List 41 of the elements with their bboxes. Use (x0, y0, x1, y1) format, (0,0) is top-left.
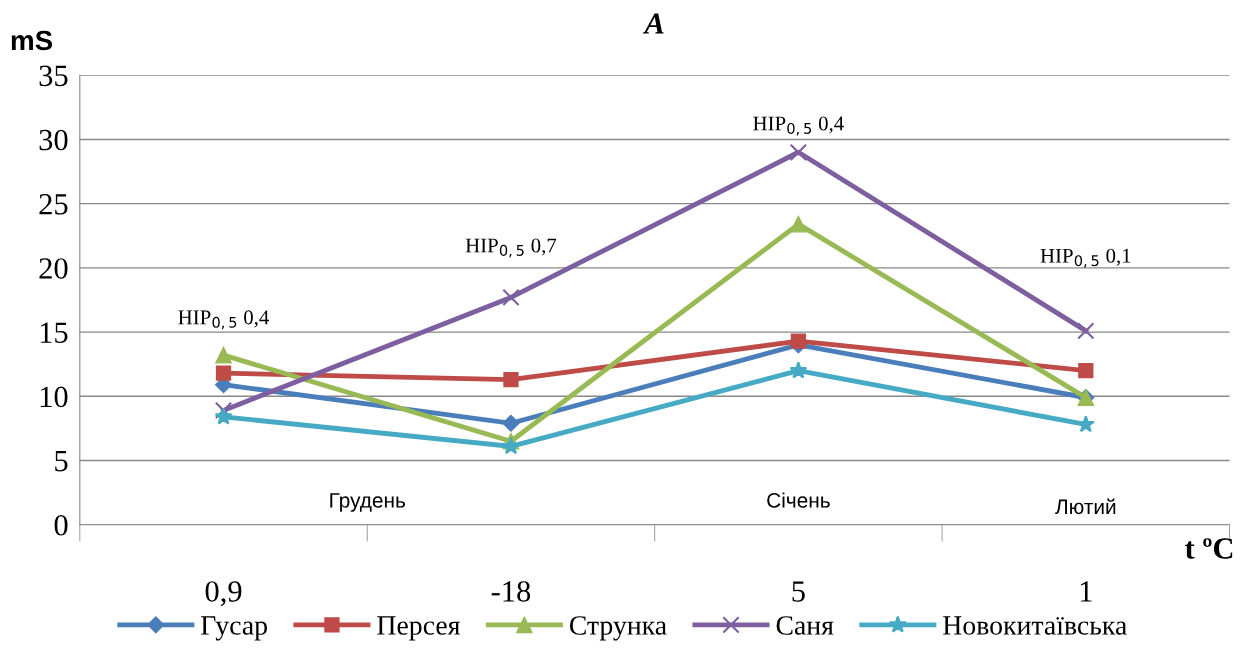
legend-label: Гусар (201, 616, 267, 641)
point (789, 361, 808, 379)
point (1078, 362, 1094, 379)
point (502, 288, 520, 307)
point (215, 346, 232, 364)
point (790, 215, 807, 233)
legend-label: Персея (377, 616, 460, 641)
legend-label: Струнка (569, 616, 667, 641)
annotation: Грудень (330, 493, 406, 512)
annotation: НІР$_{0,5}$ 0,4 (753, 116, 844, 136)
x-tick-label: 0,9 (205, 581, 242, 607)
y-tick-label: 25 (39, 194, 68, 215)
x-tick-label: 5 (792, 581, 805, 602)
point (789, 143, 808, 161)
point (501, 436, 520, 455)
point (790, 333, 807, 349)
y-tick-label: 30 (39, 129, 68, 151)
x-tick-label: 1 (1080, 581, 1092, 602)
y-tick-label: 0 (54, 514, 68, 536)
point (215, 365, 232, 381)
y-tick-label: 10 (40, 386, 68, 408)
point (214, 407, 233, 425)
point (214, 401, 233, 420)
annotation: Лютий (1055, 498, 1116, 515)
annotation: НІР$_{0,5}$ 0,7 (465, 238, 557, 258)
annotation: НІР$_{0,5}$ 0,1 (1040, 248, 1131, 268)
annotation: НІР$_{0,5}$ 0,4 (178, 310, 269, 330)
y-tick-label: 5 (55, 451, 68, 472)
point (1077, 322, 1095, 340)
point (503, 371, 519, 388)
x-axis-title: t ºC (1185, 538, 1233, 559)
y-tick-label: 35 (39, 65, 68, 87)
x-tick-label: -18 (491, 581, 531, 602)
chart-title: A (642, 13, 664, 34)
annotation: Січень (767, 492, 830, 508)
y-tick-label: 15 (40, 322, 68, 343)
y-tick-label: 20 (39, 258, 68, 279)
point (502, 414, 520, 432)
legend-label: Новокитаївська (943, 616, 1127, 635)
y-axis-title: mS (11, 30, 53, 51)
legend-label: Саня (776, 616, 834, 635)
